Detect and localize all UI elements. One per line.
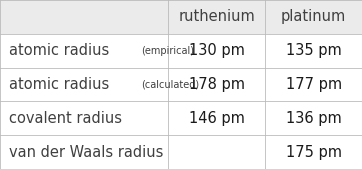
Text: 136 pm: 136 pm [286, 111, 341, 126]
Bar [0, 0, 362, 34]
Text: covalent radius: covalent radius [9, 111, 122, 126]
Bar [0, 68, 362, 101]
Bar [0, 101, 362, 135]
Text: van der Waals radius: van der Waals radius [9, 145, 163, 160]
Text: 135 pm: 135 pm [286, 43, 341, 58]
Text: (empirical): (empirical) [141, 46, 194, 56]
Bar [0, 34, 362, 68]
Text: 146 pm: 146 pm [189, 111, 245, 126]
Text: platinum: platinum [281, 9, 346, 24]
Text: 178 pm: 178 pm [189, 77, 245, 92]
Text: ruthenium: ruthenium [178, 9, 255, 24]
Text: 130 pm: 130 pm [189, 43, 245, 58]
Text: atomic radius: atomic radius [9, 77, 109, 92]
Bar [0, 135, 362, 169]
Text: 177 pm: 177 pm [286, 77, 342, 92]
Text: 175 pm: 175 pm [286, 145, 342, 160]
Text: (calculated): (calculated) [141, 79, 199, 90]
Text: atomic radius: atomic radius [9, 43, 109, 58]
